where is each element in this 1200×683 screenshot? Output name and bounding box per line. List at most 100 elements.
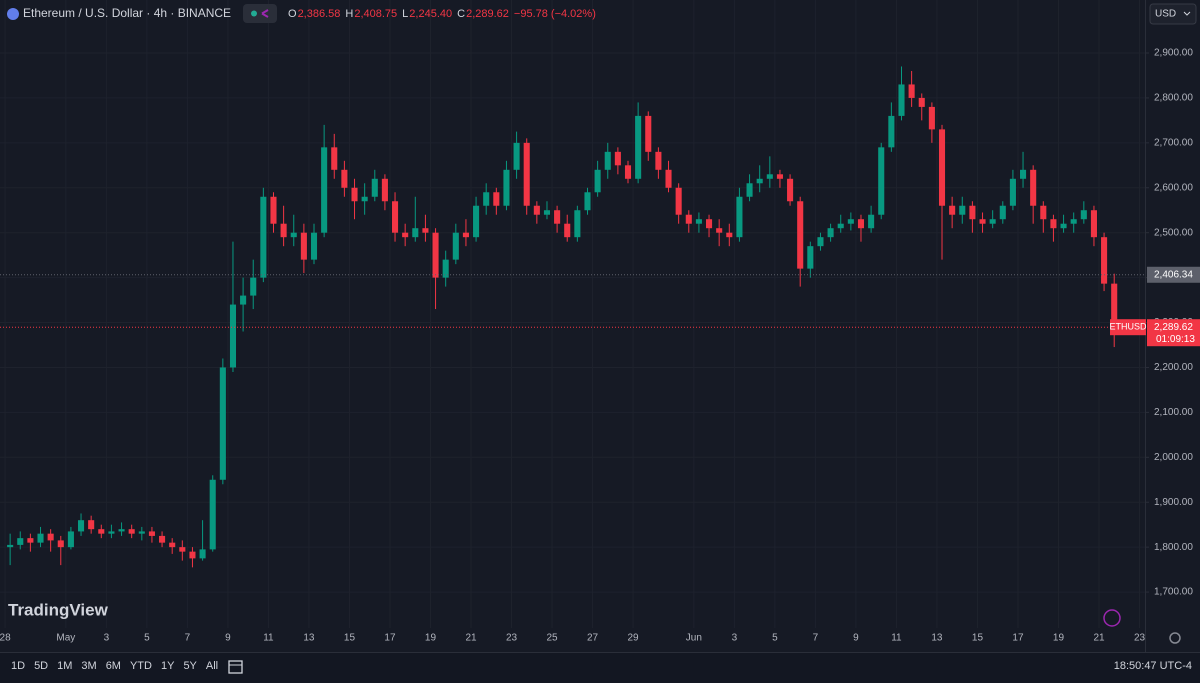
candle-body xyxy=(645,115,652,152)
candle-body xyxy=(523,142,530,206)
candle-body xyxy=(938,129,946,206)
candle-body xyxy=(402,232,409,238)
candle-body xyxy=(665,169,672,188)
axes: 1,700.00 1,800.00 1,900.00 2,000.00 2,100.00… xyxy=(0,48,1200,644)
candle-body xyxy=(695,219,702,224)
candle-body xyxy=(857,219,865,229)
candle-body xyxy=(635,115,642,179)
candle-body xyxy=(1070,219,1077,224)
last-price-label: 2,289.62 xyxy=(1154,322,1193,333)
eth-icon xyxy=(7,8,19,20)
settings-icon[interactable] xyxy=(1169,632,1181,644)
candle-body xyxy=(331,147,338,170)
range-button[interactable]: 1D xyxy=(11,660,26,672)
candle-body xyxy=(98,529,105,534)
range-button[interactable]: 1M xyxy=(57,660,73,672)
candle-body xyxy=(371,178,378,197)
x-tick-label: May xyxy=(56,633,75,644)
x-tick-label: 11 xyxy=(891,633,902,644)
header: Ethereum / U.S. Dollar · 4h · BINANCE −9… xyxy=(7,4,596,23)
marker-label: 2,406.34 xyxy=(1154,269,1193,280)
candle-body xyxy=(1080,210,1087,220)
x-tick-label: 3 xyxy=(104,633,110,644)
x-tick-label: 17 xyxy=(1012,633,1024,644)
status-dot xyxy=(251,10,257,17)
candle-body xyxy=(574,210,581,238)
candle-body xyxy=(655,151,662,170)
y-tick-label: 1,800.00 xyxy=(1154,542,1193,553)
range-button[interactable]: 1Y xyxy=(160,660,175,672)
x-tick-label: 28 xyxy=(0,633,11,644)
symbol: Ethereum / U.S. Dollar · 4h · BINANCE xyxy=(23,6,231,20)
range-button[interactable]: 5D xyxy=(34,660,49,672)
range-button[interactable]: All xyxy=(205,660,219,672)
candle-body xyxy=(483,192,490,206)
range-button[interactable]: 5Y xyxy=(183,660,197,672)
candle-body xyxy=(260,196,267,278)
candle-body xyxy=(918,97,925,107)
candle-body xyxy=(37,533,44,543)
last-price-bg xyxy=(1147,319,1200,347)
candle-body xyxy=(898,84,905,116)
candle-body xyxy=(493,192,500,206)
x-tick-label: 5 xyxy=(772,633,778,644)
share-icon xyxy=(261,9,269,18)
alert-icon[interactable] xyxy=(1103,609,1121,627)
x-tick-label: 11 xyxy=(263,633,274,644)
currency-dropdown[interactable] xyxy=(1149,3,1197,25)
x-tick-label: 25 xyxy=(546,633,558,644)
x-tick-label: 19 xyxy=(425,633,437,644)
candle-body xyxy=(270,196,277,224)
candle-body xyxy=(1040,205,1047,220)
candle-body xyxy=(979,219,986,224)
range-button[interactable]: 3M xyxy=(81,660,97,672)
ohlc-key: H xyxy=(345,8,353,20)
y-tick-label: 2,600.00 xyxy=(1154,182,1193,193)
candle-body xyxy=(310,232,318,260)
range-button[interactable]: 6M xyxy=(105,660,121,672)
ohlc-key: L xyxy=(402,8,408,20)
candle-body xyxy=(118,529,125,532)
candle-body xyxy=(250,277,257,296)
candle-body xyxy=(1060,223,1067,229)
indicator-toggle[interactable] xyxy=(243,4,277,23)
candle-body xyxy=(533,205,540,215)
candle-body xyxy=(746,183,753,197)
candle-body xyxy=(989,219,996,224)
candle-body xyxy=(412,228,419,238)
y-tick-label: 2,000.00 xyxy=(1154,452,1193,463)
x-tick-label: 7 xyxy=(813,633,819,644)
candle-body xyxy=(624,165,632,179)
date-range-icon[interactable] xyxy=(226,657,246,677)
dropdown-arrow xyxy=(1183,11,1191,16)
y-tick-label: 2,900.00 xyxy=(1154,48,1193,59)
candles xyxy=(0,66,1145,568)
candle-body xyxy=(452,232,459,260)
y-tick-label: 2,500.00 xyxy=(1154,227,1193,238)
candle-body xyxy=(229,304,237,368)
candle-body xyxy=(1050,219,1057,229)
candle-body xyxy=(67,531,74,548)
candle-body xyxy=(756,178,763,184)
symbol-tag: ETHUSD xyxy=(1109,322,1147,332)
ohlc-value: 2,245.40 xyxy=(409,8,452,20)
candle-body xyxy=(827,228,834,238)
candle-body xyxy=(7,544,14,548)
candle-body xyxy=(1009,178,1016,206)
currency[interactable]: USD xyxy=(1155,9,1176,20)
candle-body xyxy=(675,187,682,215)
x-tick-label: 29 xyxy=(628,633,640,644)
x-tick-label: 23 xyxy=(506,633,518,644)
candle-body xyxy=(290,232,297,238)
candle-body xyxy=(159,535,166,543)
range-button[interactable]: YTD xyxy=(129,660,152,672)
x-tick-label: 15 xyxy=(972,633,984,644)
candle-body xyxy=(473,205,480,238)
candle-body xyxy=(442,259,449,278)
candle-body xyxy=(57,540,64,548)
candle-body xyxy=(189,551,196,559)
x-tick-label: Jun xyxy=(686,633,702,644)
candle-body xyxy=(1090,210,1097,238)
ohlc-key: C xyxy=(457,8,465,20)
